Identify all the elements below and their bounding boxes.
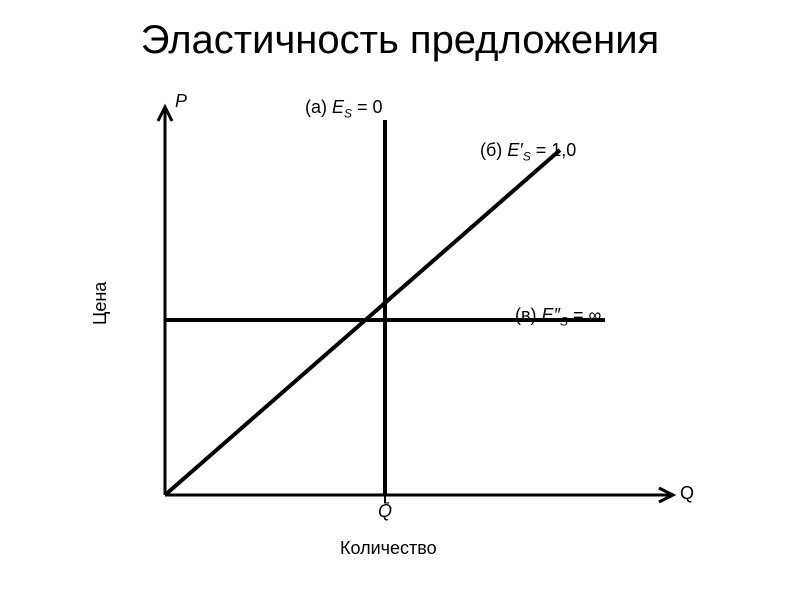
x-axis-right-label: Q: [680, 483, 694, 504]
x-axis-title: Количество: [340, 538, 437, 559]
annotation-a: (а) ES = 0: [305, 97, 383, 121]
annotation-c: (в) E″S = ∞: [515, 305, 601, 329]
slide-title: Эластичность предложения: [0, 18, 800, 63]
annotation-b: (б) E′S = 1,0: [480, 140, 576, 164]
y-axis-title: Цена: [90, 282, 111, 325]
supply-elasticity-chart: P Q Цена Количество Q̄ (а) ES = 0 (б) E′…: [110, 95, 710, 555]
y-axis-top-label: P: [175, 91, 187, 112]
curve-b-diagonal: [165, 150, 560, 495]
chart-svg: [110, 95, 710, 555]
qbar-label: Q̄: [378, 501, 392, 522]
